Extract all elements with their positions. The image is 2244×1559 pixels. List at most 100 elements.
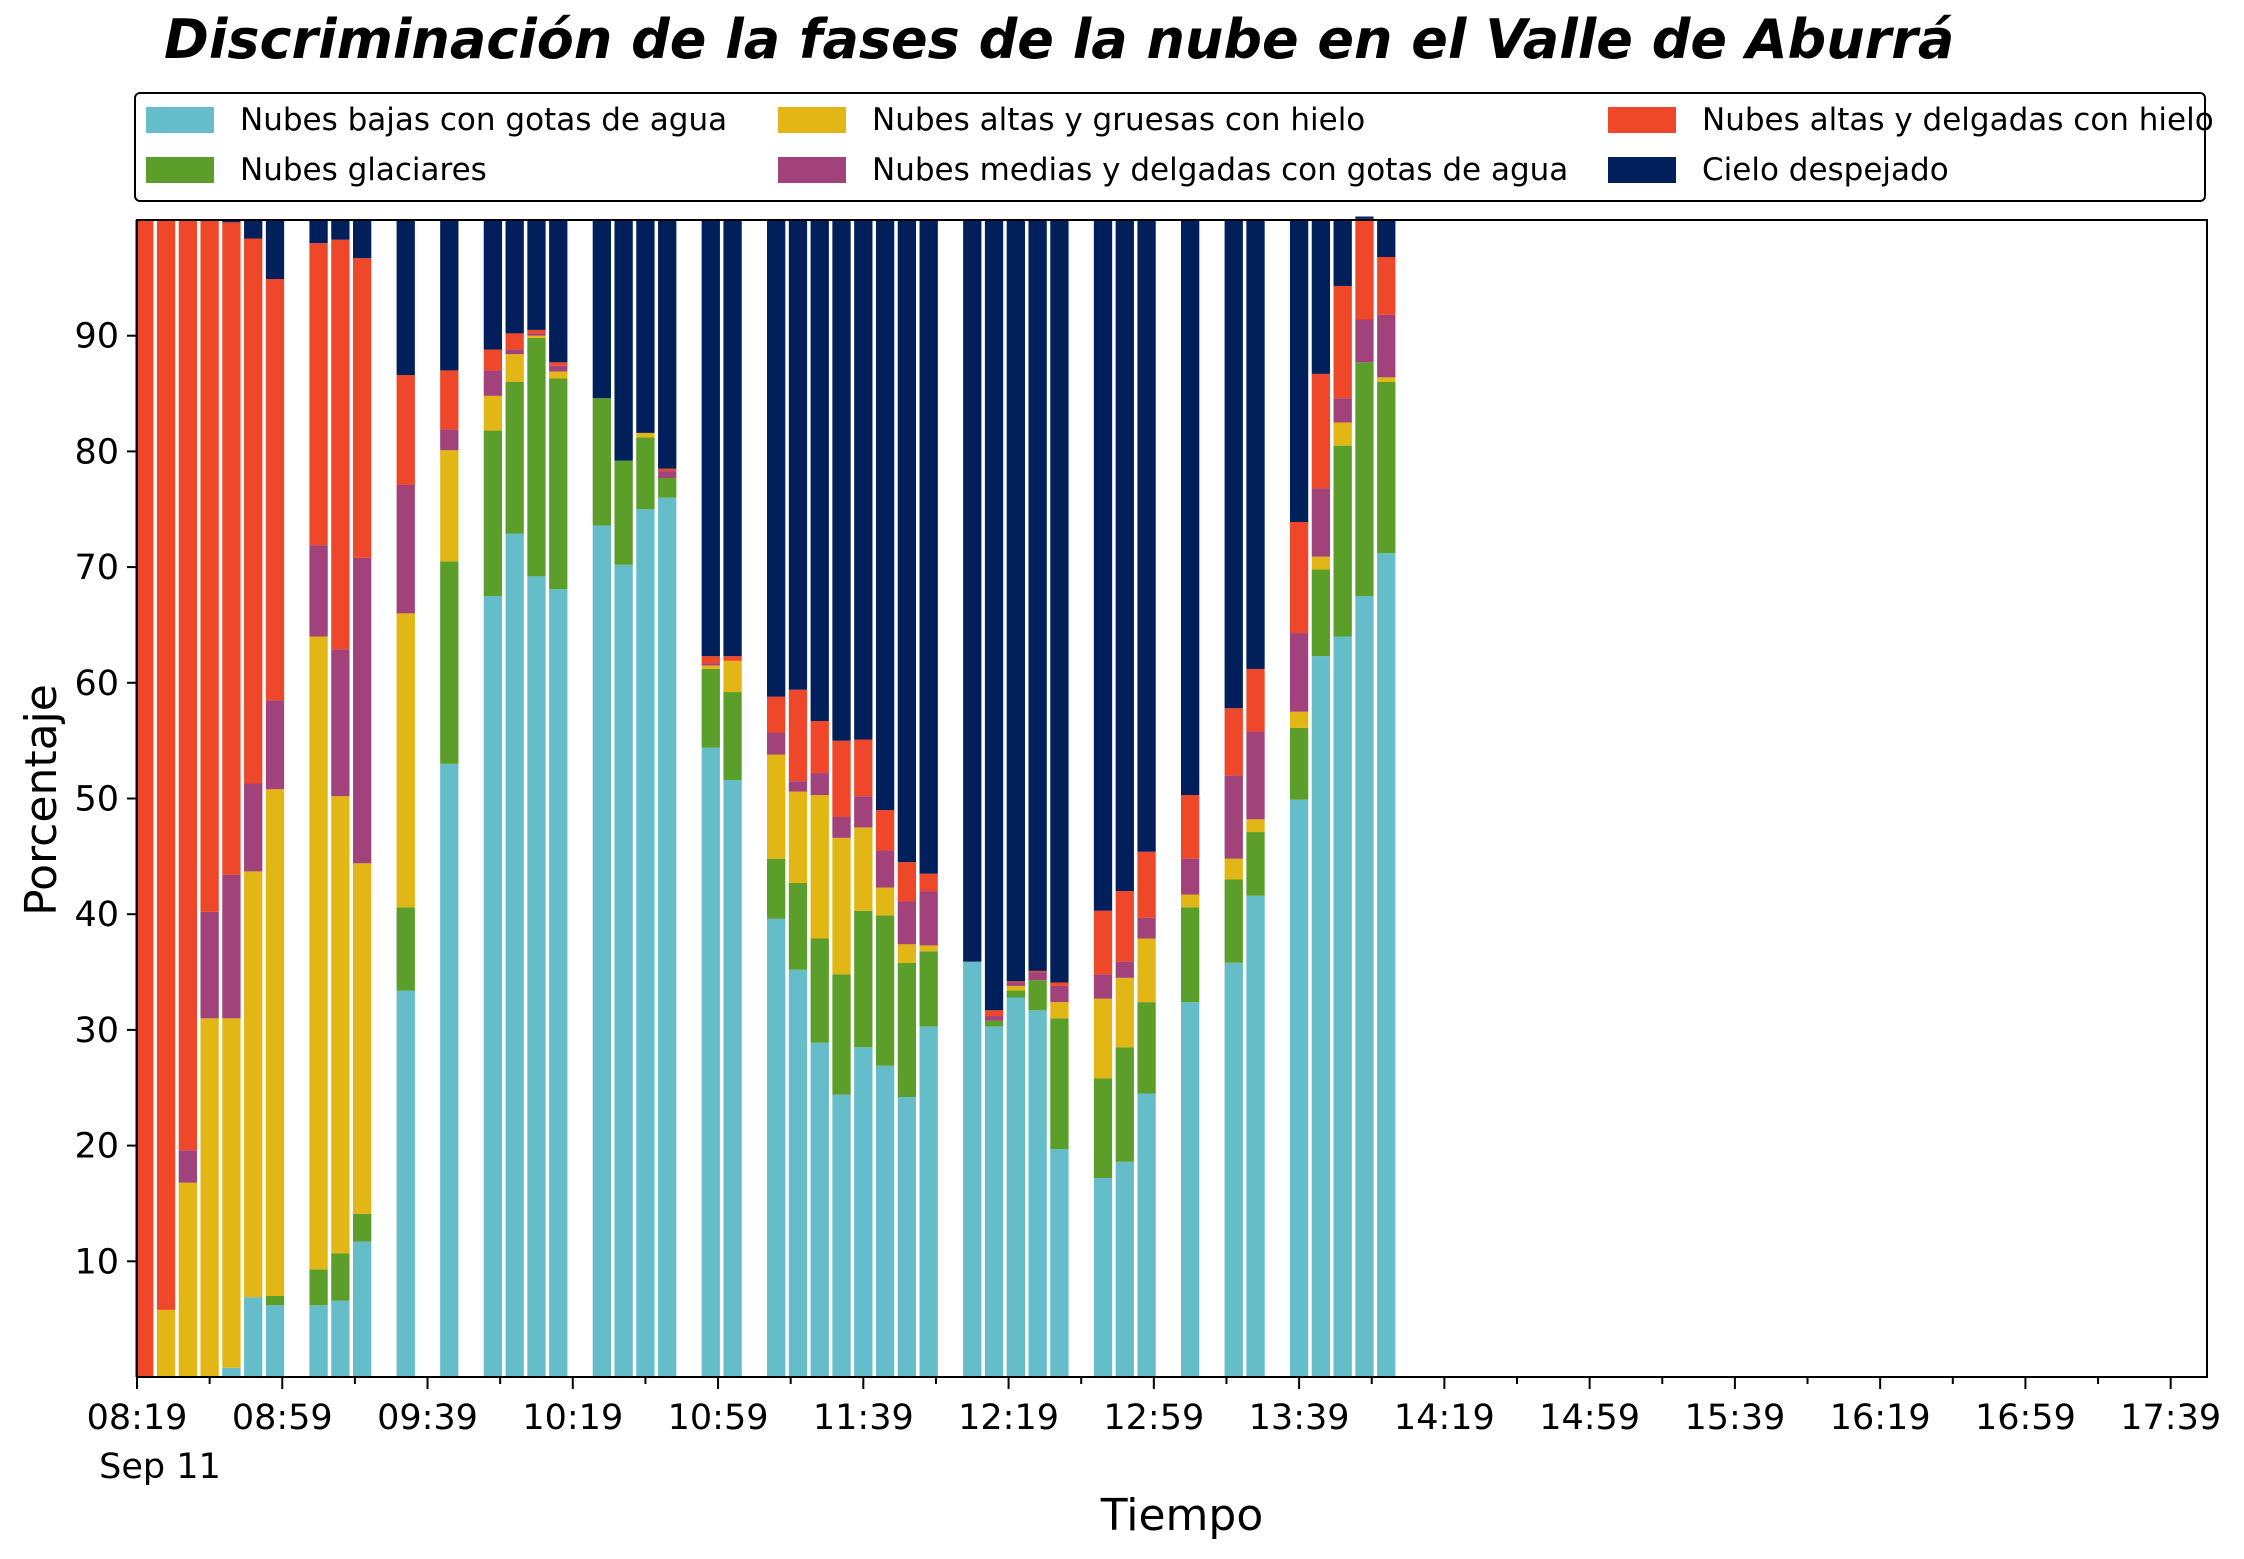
bar-stack	[875, 220, 895, 1377]
bar-segment-media-delgada	[1377, 314, 1396, 378]
bar-segment-despejado	[440, 220, 459, 371]
bar-segment-despejado	[222, 220, 241, 223]
bar-stack	[614, 220, 633, 1377]
bar-segment-baja	[1224, 962, 1243, 1377]
bar-stack	[1377, 220, 1396, 1377]
bar-segment-alta-gruesa	[265, 789, 285, 1297]
bar-segment-despejado	[788, 220, 808, 690]
y-tick-label: 30	[74, 1011, 119, 1051]
bar-segment-alta-delgada	[353, 258, 372, 558]
bar-segment-alta-gruesa	[1289, 711, 1309, 728]
bar-segment-alta-gruesa	[1181, 894, 1200, 908]
bar-segment-alta-gruesa	[178, 1182, 197, 1377]
bar-segment-alta-gruesa	[309, 636, 328, 1270]
legend-swatch-alta-delgada	[1608, 107, 1676, 133]
bar-stack	[200, 220, 219, 1377]
bar-segment-despejado	[1050, 220, 1069, 983]
bar-stack	[244, 220, 263, 1377]
bar-segment-baja	[1006, 997, 1025, 1377]
bar-segment-alta-gruesa	[701, 665, 720, 669]
bar-segment-media-delgada	[1311, 488, 1331, 557]
bar-segment-media-delgada	[854, 796, 873, 828]
bar-stack	[832, 220, 851, 1377]
bar-segment-media-delgada	[897, 901, 917, 945]
legend-label-alta-delgada: Nubes altas y delgadas con hielo	[1702, 102, 2214, 138]
bar-segment-baja	[788, 969, 808, 1377]
bar-segment-despejado	[505, 220, 524, 334]
bar-segment-glaciar	[854, 910, 873, 1048]
bar-stack	[1355, 216, 1374, 1377]
bar-segment-despejado	[483, 220, 503, 350]
bar-segment-despejado	[1246, 220, 1265, 669]
bar-segment-media-delgada	[1050, 985, 1069, 1003]
bar-stack	[1028, 220, 1047, 1377]
bar-segment-glaciar	[1289, 727, 1309, 800]
bar-segment-despejado	[984, 220, 1004, 1011]
bar-segment-alta-gruesa	[788, 791, 808, 883]
bar-segment-media-delgada	[483, 370, 503, 396]
bar-segment-despejado	[1355, 216, 1374, 219]
x-tick-label: 13:39	[1249, 1398, 1350, 1438]
bar-stack	[854, 220, 873, 1377]
bar-stack	[156, 220, 176, 1377]
x-axis-date-label: Sep 11	[99, 1447, 221, 1487]
bar-segment-despejado	[658, 220, 677, 469]
bar-segment-alta-delgada	[309, 243, 328, 546]
bar-segment-alta-gruesa	[767, 754, 786, 859]
legend-swatch-alta-gruesa	[778, 107, 846, 133]
bar-segment-media-delgada	[701, 663, 720, 666]
bar-segment-baja	[396, 990, 415, 1377]
bar-segment-baja	[440, 763, 459, 1377]
bar-segment-alta-gruesa	[723, 660, 742, 693]
bar-segment-baja	[1050, 1149, 1069, 1377]
bar-segment-media-delgada	[549, 365, 568, 372]
bar-segment-baja	[810, 1042, 829, 1377]
bar-segment-media-delgada	[1224, 775, 1243, 859]
bar-segment-despejado	[723, 220, 742, 657]
bar-segment-baja	[1311, 656, 1331, 1377]
bar-segment-baja	[1137, 1093, 1156, 1377]
bar-segment-glaciar	[1137, 1002, 1156, 1094]
y-tick-label: 20	[74, 1127, 119, 1167]
bar-segment-glaciar	[1333, 445, 1352, 637]
bar-segment-media-delgada	[265, 700, 285, 790]
bar-stack	[636, 220, 655, 1377]
bar-segment-alta-delgada	[1333, 285, 1352, 399]
bar-segment-baja	[483, 596, 503, 1377]
bar-segment-media-delgada	[832, 817, 851, 838]
bar-segment-glaciar	[1028, 980, 1047, 1011]
bar-segment-glaciar	[505, 381, 524, 534]
bar-stack	[658, 220, 677, 1377]
bar-segment-alta-gruesa	[353, 863, 372, 1214]
bar-segment-alta-delgada	[527, 329, 546, 334]
bar-segment-despejado	[244, 220, 263, 239]
bar-segment-media-delgada	[527, 333, 546, 336]
bar-segment-baja	[1115, 1161, 1134, 1377]
legend-swatch-glaciar	[146, 157, 214, 183]
bar-segment-alta-gruesa	[1333, 422, 1352, 446]
bar-segment-alta-gruesa	[200, 1018, 219, 1377]
x-tick-label: 08:19	[87, 1398, 188, 1438]
bar-segment-alta-delgada	[156, 220, 176, 1310]
bar-segment-media-delgada	[1333, 398, 1352, 423]
bar-segment-glaciar	[1181, 907, 1200, 1003]
bar-stack	[1246, 220, 1265, 1377]
bar-segment-despejado	[963, 220, 982, 962]
bar-segment-alta-delgada	[1137, 851, 1156, 918]
bar-segment-alta-delgada	[658, 468, 677, 472]
bar-segment-glaciar	[875, 915, 895, 1066]
bar-stack	[788, 220, 808, 1377]
bar-stack	[505, 220, 524, 1377]
bar-segment-media-delgada	[200, 911, 219, 1019]
bar-segment-glaciar	[440, 561, 459, 764]
bar-segment-glaciar	[788, 882, 808, 970]
bar-segment-media-delgada	[984, 1016, 1004, 1021]
bar-segment-baja	[897, 1097, 917, 1377]
bar-segment-glaciar	[1246, 832, 1265, 896]
bar-segment-baja	[832, 1094, 851, 1377]
legend-item-glaciar: Nubes glaciares	[146, 150, 487, 190]
bar-segment-alta-delgada	[1181, 795, 1200, 859]
bar-segment-despejado	[1311, 220, 1331, 374]
bar-segment-despejado	[331, 220, 350, 240]
bar-segment-alta-gruesa	[1377, 377, 1396, 382]
